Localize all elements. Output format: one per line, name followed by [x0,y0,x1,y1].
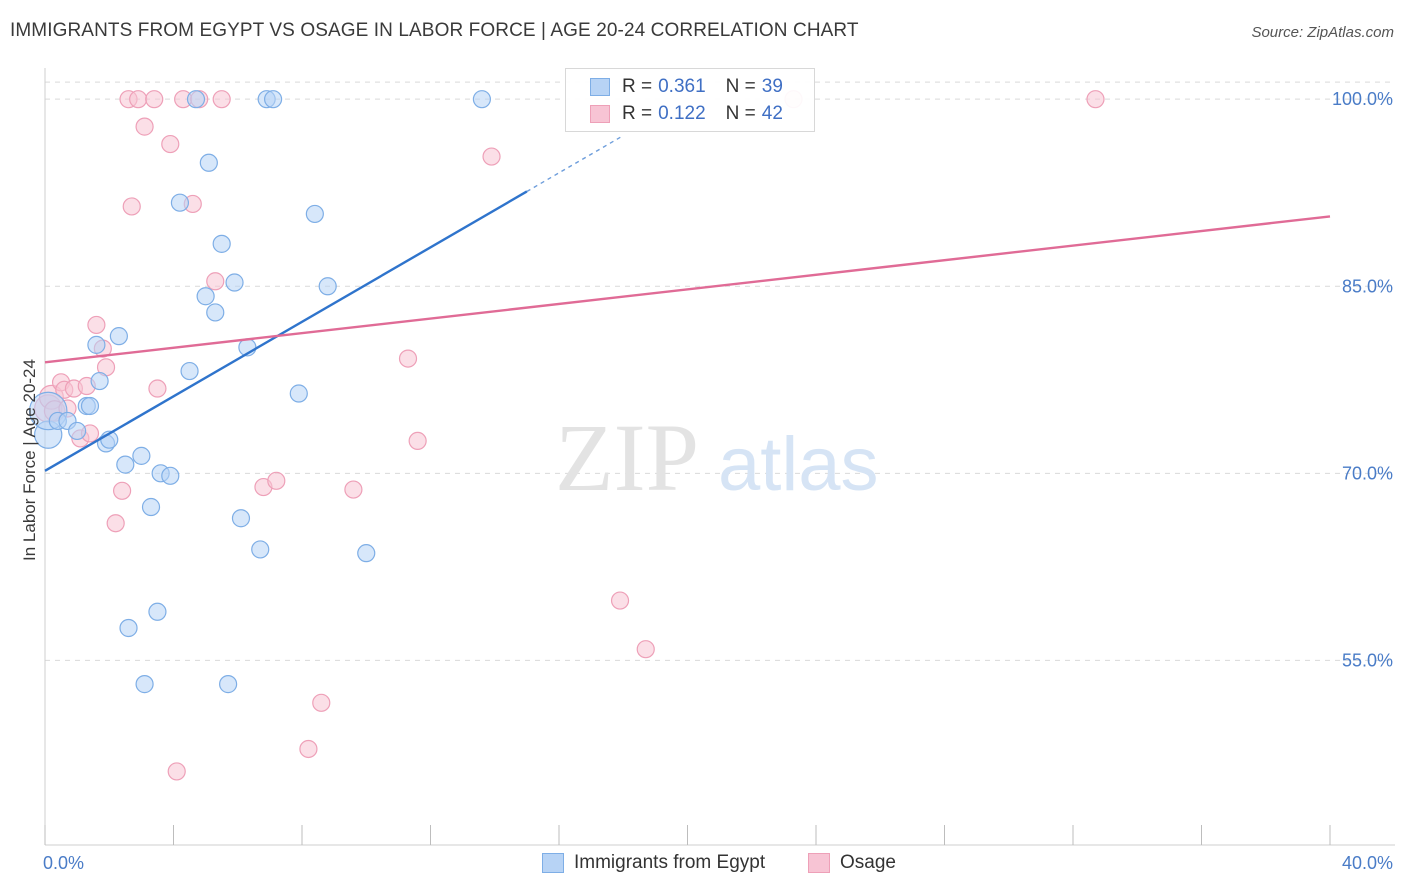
pink-data-point [135,117,154,136]
x-tick-label: 40.0% [1342,853,1393,873]
points-layer [28,90,1105,781]
ticks-layer: 55.0% 70.0% 85.0% 100.0% 0.0% 40.0% [43,89,1393,873]
blue-data-point [119,618,138,638]
blue-data-point [289,384,308,403]
legend-n-value-egypt: 39 [761,76,783,97]
legend-r-label: R = [622,103,653,124]
series-legend-egypt-label: Immigrants from Egypt [574,852,766,873]
legend-r-label: R = [622,76,653,97]
trend-layer [44,134,1331,472]
pink-data-point [267,471,286,490]
y-tick-label: 85.0% [1342,276,1393,296]
legend-swatch-blue [590,78,610,96]
source-credit: Source: ZipAtlas.com [1251,24,1394,41]
blue-data-point [109,327,128,346]
y-tick-label: 55.0% [1342,650,1393,670]
blue-data-point [87,335,106,354]
blue-trend-extension [526,134,624,193]
series-legend: Immigrants from Egypt Osage [0,852,1406,878]
pink-data-point [398,349,418,368]
y-tick-label: 100.0% [1332,89,1393,109]
legend-n-label: N = [725,76,756,97]
legend-n-value-osage: 42 [761,103,783,124]
pink-data-point [129,90,148,109]
pink-data-point [145,90,164,109]
pink-data-point [610,591,630,610]
legend-swatch-blue [542,853,564,873]
pink-data-point [122,197,141,216]
correlation-legend: R = 0.361 N = 39 R = 0.122 N = 42 [565,68,815,132]
legend-n-label: N = [725,103,756,124]
x-tick-label: 0.0% [43,853,84,873]
legend-r-value-egypt: 0.361 [658,76,706,97]
pink-data-point [212,90,231,109]
y-axis-label: In Labor Force | Age 20-24 [20,359,39,561]
pink-data-point [106,514,125,533]
blue-data-point [116,455,135,474]
legend-swatch-pink [590,105,610,123]
pink-data-point [482,147,501,166]
blue-data-point [196,287,215,306]
pink-data-point [1086,90,1105,109]
blue-trend-line [44,190,528,472]
blue-data-point [231,509,251,528]
blue-data-point [141,497,161,517]
blue-data-point [357,544,376,563]
blue-data-point [263,90,283,109]
pink-data-point [344,480,363,499]
y-tick-label: 70.0% [1342,463,1393,483]
pink-data-point [206,272,225,291]
legend-row-osage: R = 0.122 N = 42 [590,102,783,126]
blue-data-point [90,371,109,391]
series-legend-egypt[interactable]: Immigrants from Egypt [542,852,765,874]
pink-data-point [312,693,331,712]
series-legend-osage-label: Osage [840,852,896,873]
legend-r-value-osage: 0.122 [658,103,706,124]
blue-data-point [199,153,218,172]
series-legend-osage[interactable]: Osage [808,852,896,874]
pink-data-point [167,762,186,781]
blue-data-point [135,675,154,694]
pink-data-point [87,315,106,335]
blue-data-point [212,234,231,253]
blue-data-point [80,396,100,416]
blue-data-point [206,303,225,322]
blue-data-point [225,273,244,292]
blue-data-point [170,193,190,212]
blue-data-point [68,421,87,441]
blue-data-point [472,90,491,109]
blue-data-point [180,361,199,381]
pink-data-point [112,481,132,500]
blue-data-point [161,466,180,485]
blue-data-point [305,204,324,224]
watermark-zip: ZIP [555,404,699,511]
pink-data-point [636,640,655,659]
pink-data-point [161,134,180,154]
blue-data-point [318,277,337,296]
legend-row-egypt: R = 0.361 N = 39 [590,75,783,99]
blue-data-point [132,446,151,465]
watermark-atlas: atlas [718,422,879,507]
blue-data-point [186,90,206,109]
blue-data-point [148,602,167,621]
legend-swatch-pink [808,853,830,873]
pink-data-point [408,431,427,451]
pink-data-point [148,379,167,398]
blue-data-point [219,675,238,694]
chart-title: IMMIGRANTS FROM EGYPT VS OSAGE IN LABOR … [10,20,859,41]
pink-data-point [299,739,318,759]
blue-data-point [251,540,270,559]
pink-trend-line [44,215,1331,364]
